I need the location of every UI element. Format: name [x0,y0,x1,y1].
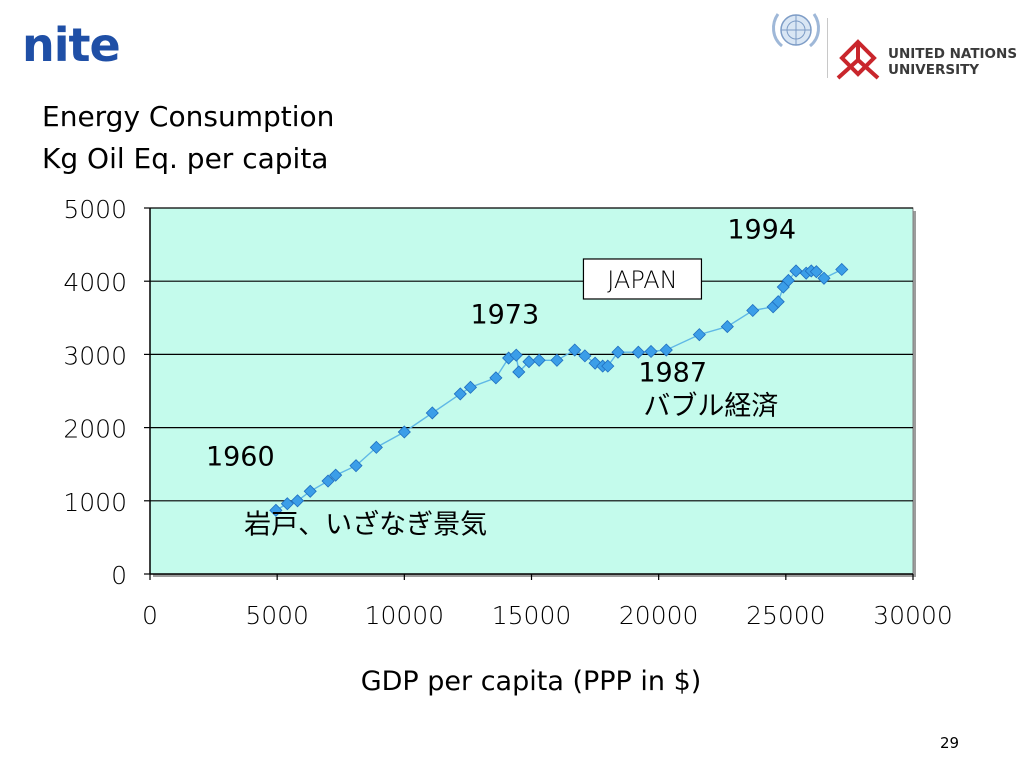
unu-line1: UNITED NATIONS [888,46,1018,62]
annotation-label: 1960 [206,442,275,473]
x-tick-label: 30000 [873,601,953,630]
data-point-marker [489,371,503,385]
annotation-box [582,258,703,300]
annotation-label: バブル経済 [643,391,778,422]
unu-logo-icon [836,39,880,80]
y-tick-label: 2000 [63,415,127,444]
x-tick-label: 0 [142,601,158,630]
data-point-marker [512,365,526,379]
data-point-marker [789,264,803,278]
data-point-marker [397,425,411,439]
data-point-marker [835,262,849,277]
y-tick-label: 5000 [63,195,127,224]
x-tick-label: 20000 [619,601,699,630]
unu-line2: UNIVERSITY [888,62,980,78]
data-point-marker [771,295,785,309]
data-point-marker [532,353,546,367]
x-tick-label: 5000 [245,601,309,630]
un-emblem-icon [772,13,820,48]
y-tick-label: 4000 [63,268,127,297]
data-point-marker [269,503,283,517]
data-point-marker [522,355,536,369]
data-point-marker [692,328,706,342]
y-axis-title: Energy Consumption Kg Oil Eq. per capita [42,96,334,180]
data-point-marker [746,303,760,318]
annotation-label: JAPAN [607,266,677,294]
y-tick-label: 1000 [63,488,127,517]
data-point-marker [280,497,294,511]
data-point-marker [817,271,831,285]
x-tick-label: 10000 [365,601,445,630]
data-point-marker [601,359,615,373]
data-point-marker [290,494,305,508]
data-point-marker [463,380,478,394]
x-axis-title: GDP per capita (PPP in $) [360,666,702,697]
x-tick-label: 25000 [746,601,826,630]
data-point-marker [578,349,592,363]
data-point-marker [781,273,795,288]
annotation-label: 1973 [470,300,539,331]
x-tick-label: 15000 [492,601,572,630]
annotation-label: 岩戸、いざなぎ景気 [244,510,487,541]
unu-wordmark: UNITED NATIONS UNIVERSITY [888,46,1017,78]
data-point-marker [425,406,439,420]
data-point-marker [329,468,343,482]
data-point-marker [321,474,335,488]
data-point-marker [611,345,625,359]
logo-divider [827,18,828,78]
annotation-label: 1987 [638,357,707,388]
data-point-marker [568,343,582,357]
nite-logo: nite [22,18,121,72]
y-tick-label: 0 [111,561,127,590]
data-point-marker [809,265,823,279]
data-point-marker [509,348,523,362]
data-point-marker [720,320,734,334]
page-number: 29 [940,734,960,752]
data-point-marker [453,387,467,401]
data-point-marker [631,345,645,359]
data-point-marker [369,440,383,454]
y-axis-title-line2: Kg Oil Eq. per capita [42,142,329,175]
data-point-marker [550,353,564,367]
y-axis-title-line1: Energy Consumption [42,100,335,133]
y-tick-label: 3000 [63,341,127,370]
data-point-marker [659,343,673,357]
data-point-marker [303,484,317,498]
data-point-marker [644,344,658,359]
data-point-marker [349,459,363,473]
annotation-label: 1994 [727,215,796,246]
